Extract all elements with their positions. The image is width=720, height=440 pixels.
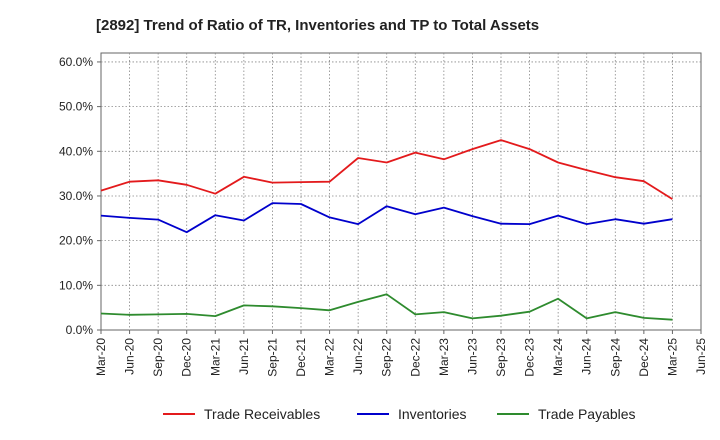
legend-label-2: Trade Payables	[538, 406, 636, 422]
plot-area: 0.0% 10.0% 20.0% 30.0% 40.0% 50.0% 60.0% Mar-20…	[59, 52, 708, 377]
x-tick-label: Dec-20	[180, 338, 194, 377]
series-line-2	[100, 293, 673, 321]
x-tick-label: Mar-25	[665, 338, 679, 376]
x-tick-label: Dec-22	[408, 338, 422, 377]
x-tick-label: Mar-21	[208, 338, 222, 376]
legend-label-1: Inventories	[398, 406, 466, 422]
x-tick-label: Sep-21	[265, 338, 279, 377]
y-tick-label: 30.0%	[59, 189, 93, 203]
x-tick-label: Sep-20	[151, 338, 165, 377]
x-tick-label: Sep-22	[380, 338, 394, 377]
series-line-0	[100, 139, 673, 200]
x-tick-label: Jun-24	[580, 338, 594, 375]
y-tick-label: 10.0%	[59, 278, 93, 292]
x-tick-label: Jun-21	[237, 338, 251, 375]
x-tick-label: Mar-22	[323, 338, 337, 376]
x-tick-label: Jun-23	[465, 338, 479, 375]
x-tick-label: Jun-20	[123, 338, 137, 375]
series-line-1	[100, 202, 673, 234]
x-tick-label: Sep-23	[494, 338, 508, 377]
chart-title: [2892] Trend of Ratio of TR, Inventories…	[96, 17, 539, 34]
x-tick-label: Jun-25	[694, 338, 708, 375]
x-tick-label: Dec-24	[637, 338, 651, 377]
x-tick-label: Jun-22	[351, 338, 365, 375]
y-tick-label: 20.0%	[59, 234, 93, 248]
x-tick-label: Mar-23	[437, 338, 451, 376]
y-tick-label: 0.0%	[66, 323, 94, 337]
plot-frame	[100, 52, 702, 331]
x-tick-label: Mar-20	[94, 338, 108, 376]
y-tick-label: 60.0%	[59, 55, 93, 69]
x-tick-label: Sep-24	[608, 338, 622, 377]
x-tick-label: Dec-21	[294, 338, 308, 377]
legend: Trade Receivables Inventories Trade Payabl…	[163, 406, 636, 422]
y-tick-label: 40.0%	[59, 144, 93, 158]
legend-label-0: Trade Receivables	[204, 406, 320, 422]
x-tick-label: Dec-23	[523, 338, 537, 377]
x-tick-label: Mar-24	[551, 338, 565, 376]
y-tick-label: 50.0%	[59, 100, 93, 114]
